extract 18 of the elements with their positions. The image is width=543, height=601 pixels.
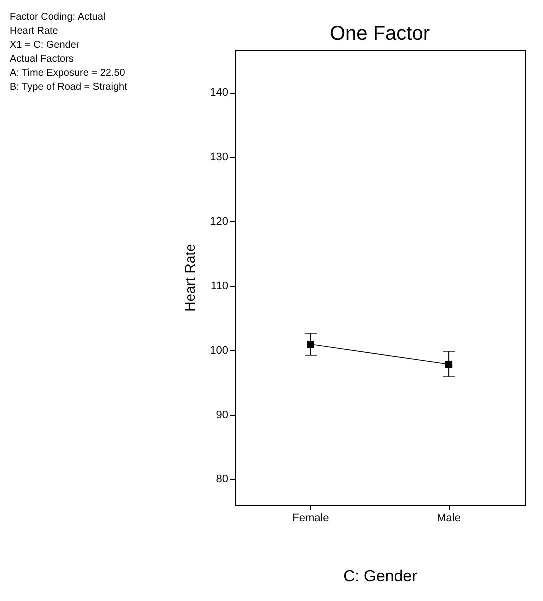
text: Heart Rate <box>10 26 59 37</box>
text: Factor Coding: Actual <box>10 12 106 23</box>
y-tick-label: 130 <box>210 151 228 164</box>
y-tick-label: 80 <box>216 474 228 486</box>
x-tick-label: Male <box>437 512 461 524</box>
y-tick-label: 140 <box>210 87 228 100</box>
y-tick-label: 100 <box>210 344 228 357</box>
y-tick-label: 90 <box>216 409 228 422</box>
x-tick-label: Female <box>292 512 330 524</box>
text: A: Time Exposure = 22.50 <box>10 68 126 79</box>
text: B: Type of Road = Straight <box>10 82 128 93</box>
y-tick-label: 110 <box>210 280 228 292</box>
text: X1 = C: Gender <box>10 40 80 51</box>
x-axis-title: C: Gender <box>344 568 418 586</box>
y-tick-label: 120 <box>210 216 228 228</box>
y-axis-title: Heart Rate <box>182 244 198 312</box>
chart-title: One Factor <box>330 23 430 45</box>
text: Actual Factors <box>10 54 74 65</box>
